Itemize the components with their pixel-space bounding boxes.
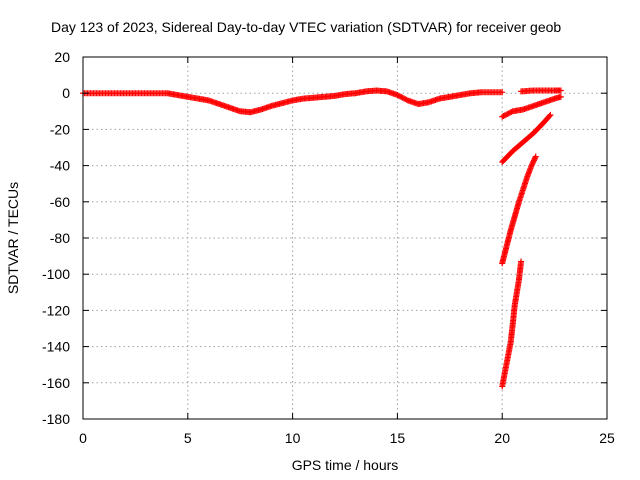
data-point xyxy=(501,112,508,119)
data-point xyxy=(518,258,525,265)
data-point xyxy=(557,93,564,100)
y-tick-label: 0 xyxy=(62,85,70,101)
data-point xyxy=(508,108,515,115)
data-point xyxy=(532,153,539,160)
grid-lines xyxy=(83,57,607,419)
series-arc-A xyxy=(518,87,564,95)
series-arc-C xyxy=(499,111,554,165)
y-tick-label: 20 xyxy=(54,49,70,65)
series-arc-B xyxy=(499,93,564,120)
y-axis-label: SDTVAR / TECUs xyxy=(5,182,21,294)
data-point xyxy=(546,112,553,119)
data-point xyxy=(398,94,405,101)
y-tick-label: -20 xyxy=(50,121,70,137)
y-tick-label: -80 xyxy=(50,230,70,246)
x-axis-label: GPS time / hours xyxy=(292,457,399,473)
data-point xyxy=(505,110,512,117)
x-tick-label: 10 xyxy=(285,430,301,446)
y-tick-label: -100 xyxy=(42,266,70,282)
y-tick-label: -180 xyxy=(42,411,70,427)
series-main-trace xyxy=(80,87,506,116)
data-point xyxy=(400,95,407,102)
y-tick-label: -60 xyxy=(50,194,70,210)
data-point xyxy=(397,93,404,100)
x-tick-label: 5 xyxy=(184,430,192,446)
x-tick-label: 0 xyxy=(79,430,87,446)
data-point xyxy=(557,87,564,94)
x-tick-label: 20 xyxy=(494,430,510,446)
y-tick-label: -120 xyxy=(42,302,70,318)
data-point xyxy=(504,111,511,118)
data-point xyxy=(547,111,554,118)
y-tick-label: -160 xyxy=(42,375,70,391)
axis-ticks: 0 5 10 15 20 25 20 0 -20 -40 -60 -80 -100 -120 -140 -16… xyxy=(42,49,615,446)
y-tick-label: -140 xyxy=(42,339,70,355)
data-points xyxy=(80,87,564,390)
data-point xyxy=(399,94,406,101)
data-point xyxy=(395,92,402,99)
data-point xyxy=(507,109,514,116)
data-point xyxy=(403,96,410,103)
chart-title: Day 123 of 2023, Sidereal Day-to-day VTE… xyxy=(51,19,561,35)
x-tick-label: 25 xyxy=(599,430,615,446)
data-point xyxy=(503,111,510,118)
data-point xyxy=(499,113,506,120)
series-arc-D xyxy=(499,153,539,267)
series-arc-E xyxy=(499,258,525,390)
data-point xyxy=(499,89,506,96)
y-tick-label: -40 xyxy=(50,158,70,174)
data-point xyxy=(394,92,401,99)
data-point xyxy=(402,96,409,103)
data-point xyxy=(500,113,507,120)
x-tick-label: 15 xyxy=(390,430,406,446)
